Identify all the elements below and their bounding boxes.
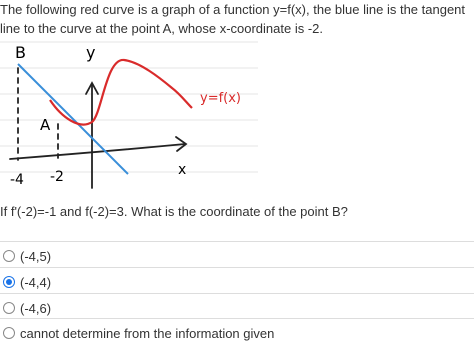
figure: B y A y=f(x) x -4 -2 xyxy=(0,41,258,189)
radio-button[interactable] xyxy=(3,302,15,314)
option-label[interactable]: (-4,6) xyxy=(20,301,52,316)
question-text: The following red curve is a graph of a … xyxy=(0,2,466,36)
label-b: B xyxy=(15,43,26,62)
radio-button[interactable] xyxy=(3,276,15,288)
question-prompt: If f'(-2)=-1 and f(-2)=3. What is the co… xyxy=(0,204,348,219)
radio-button[interactable] xyxy=(3,327,15,339)
radio-button[interactable] xyxy=(3,250,15,262)
option-label[interactable]: (-4,4) xyxy=(20,275,52,290)
option[interactable]: (-4,5) xyxy=(0,241,474,268)
label-curve: y=f(x) xyxy=(200,91,241,106)
label-x1: -4 xyxy=(10,172,24,188)
option[interactable]: cannot determine from the information gi… xyxy=(0,318,474,345)
label-x: x xyxy=(178,162,186,178)
option[interactable]: (-4,4) xyxy=(0,267,474,294)
label-y: y xyxy=(86,43,95,62)
option[interactable]: (-4,6) xyxy=(0,293,474,320)
label-a: A xyxy=(40,116,51,134)
label-x2: -2 xyxy=(50,169,64,185)
option-label[interactable]: (-4,5) xyxy=(20,249,52,264)
option-label[interactable]: cannot determine from the information gi… xyxy=(20,326,275,341)
